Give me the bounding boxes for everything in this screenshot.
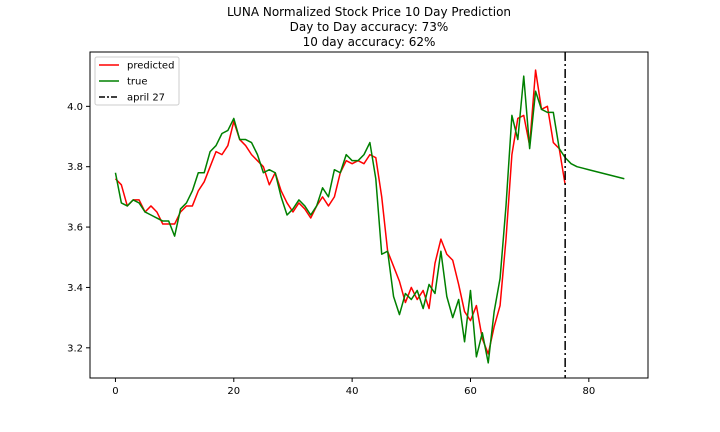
x-tick-label: 0 <box>112 386 118 397</box>
y-tick-label: 3.4 <box>67 283 83 294</box>
title-line-1: LUNA Normalized Stock Price 10 Day Predi… <box>227 5 511 19</box>
x-tick-label: 80 <box>582 386 595 397</box>
plot-frame <box>89 51 649 379</box>
legend-label: april 27 <box>127 93 165 104</box>
title-line-2: Day to Day accuracy: 73% <box>290 20 449 34</box>
y-tick-label: 4.0 <box>67 102 83 113</box>
x-tick-label: 60 <box>464 386 477 397</box>
y-tick-label: 3.8 <box>67 162 83 173</box>
y-tick-label: 3.6 <box>67 223 83 234</box>
y-axis-ticks: 3.2 3.4 3.6 3.8 4.0 <box>67 102 90 354</box>
legend-label: predicted <box>127 61 174 72</box>
x-tick-label: 20 <box>227 386 240 397</box>
y-tick-label: 3.2 <box>67 343 83 354</box>
legend-box <box>94 56 180 106</box>
series-layer <box>114 52 625 378</box>
title-line-3: 10 day accuracy: 62% <box>303 35 436 49</box>
legend-label: true <box>127 77 148 88</box>
x-axis-ticks: 0 20 40 60 80 <box>112 378 595 397</box>
series-line-predicted <box>114 69 566 355</box>
series-line-true <box>114 75 625 364</box>
x-tick-label: 40 <box>346 386 359 397</box>
chart-title: LUNA Normalized Stock Price 10 Day Predi… <box>227 5 511 49</box>
legend: predicted true april 27 <box>94 56 180 106</box>
